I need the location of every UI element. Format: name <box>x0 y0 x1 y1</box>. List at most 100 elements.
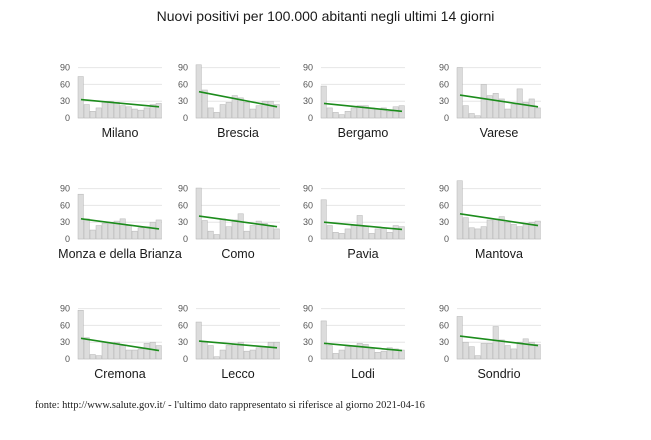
bar <box>231 344 238 360</box>
bar <box>113 102 120 119</box>
bar <box>332 112 339 119</box>
bar <box>516 226 523 240</box>
bar <box>386 232 393 240</box>
bar <box>89 354 96 360</box>
bar <box>338 233 345 240</box>
y-tick-label: 30 <box>60 337 70 347</box>
bar <box>243 102 250 119</box>
bar <box>107 343 114 360</box>
panel-pavia: 0 30 60 90 Pavia <box>303 184 405 261</box>
y-tick-label: 0 <box>183 234 188 244</box>
bar <box>143 107 150 119</box>
panel-label: Lodi <box>351 367 375 381</box>
source-note: fonte: http://www.salute.gov.it/ - l'ult… <box>35 400 425 411</box>
bar <box>101 100 108 119</box>
bar <box>207 345 214 360</box>
y-tick-label: 60 <box>439 320 449 330</box>
bar <box>143 226 150 240</box>
y-tick-label: 30 <box>60 96 70 106</box>
trend-line <box>80 98 160 108</box>
bar <box>462 217 469 240</box>
bar <box>195 187 202 240</box>
bar <box>492 218 499 240</box>
bar <box>332 353 339 360</box>
bar <box>137 109 144 119</box>
bar <box>95 107 102 119</box>
bar <box>155 103 162 119</box>
bar <box>119 105 126 119</box>
bar <box>255 105 262 119</box>
bar <box>273 341 280 360</box>
trend-line <box>459 94 539 108</box>
trend-line <box>80 218 160 230</box>
panel-label: Lecco <box>221 367 254 381</box>
bar <box>344 346 351 360</box>
y-tick-label: 30 <box>439 96 449 106</box>
panel-brescia: 0 30 60 90 Brescia <box>178 63 280 140</box>
bar <box>261 223 268 240</box>
bar <box>255 220 262 240</box>
panel-monza-e-della-brianza: 0 30 60 90 Monza e della Brianza <box>58 184 182 261</box>
bar <box>249 349 256 360</box>
y-tick-label: 0 <box>65 354 70 364</box>
panel-cremona: 0 30 60 90 Cremona <box>60 304 162 381</box>
panel-label: Bergamo <box>338 126 389 140</box>
y-tick-label: 60 <box>60 320 70 330</box>
bar <box>368 348 375 360</box>
chart-title: Nuovi positivi per 100.000 abitanti negl… <box>156 8 495 24</box>
bar <box>362 226 369 240</box>
bar <box>201 341 208 360</box>
bar <box>149 104 156 119</box>
bar <box>480 343 487 360</box>
bar <box>362 105 369 119</box>
y-tick-label: 90 <box>439 184 449 194</box>
trend-line <box>459 335 539 347</box>
bar <box>368 107 375 119</box>
bar <box>77 310 84 360</box>
y-tick-label: 30 <box>439 337 449 347</box>
bar <box>83 218 90 240</box>
panel-label: Pavia <box>347 247 378 261</box>
bar <box>113 341 120 360</box>
bar <box>386 347 393 360</box>
bar <box>356 343 363 360</box>
bar <box>374 108 381 119</box>
bar <box>225 345 232 360</box>
bar <box>95 225 102 240</box>
bar <box>83 104 90 119</box>
y-tick-label: 90 <box>60 63 70 73</box>
panel-label: Monza e della Brianza <box>58 247 182 261</box>
y-tick-label: 0 <box>308 234 313 244</box>
y-tick-label: 60 <box>439 200 449 210</box>
bar <box>137 227 144 240</box>
y-tick-label: 30 <box>60 217 70 227</box>
bar <box>219 218 226 240</box>
trend-line <box>80 337 160 352</box>
bar <box>510 348 517 360</box>
y-tick-label: 60 <box>178 200 188 210</box>
bar <box>350 345 357 360</box>
bar <box>95 355 102 360</box>
panel-varese: 0 30 60 90 Varese <box>439 63 541 140</box>
bar <box>125 225 132 240</box>
panel-sondrio: 0 30 60 90 Sondrio <box>439 304 541 381</box>
bar <box>77 193 84 240</box>
bar <box>398 226 405 240</box>
bar <box>125 106 132 119</box>
bar <box>213 234 220 240</box>
bar <box>474 115 481 119</box>
bar <box>273 104 280 119</box>
bar <box>380 350 387 360</box>
y-tick-label: 0 <box>444 113 449 123</box>
bar <box>392 348 399 360</box>
bar <box>261 100 268 119</box>
bar <box>498 98 505 119</box>
bar <box>504 108 511 119</box>
trend-line <box>323 102 403 113</box>
bar <box>522 102 529 119</box>
y-tick-label: 60 <box>303 320 313 330</box>
bar <box>374 352 381 360</box>
panel-label: Brescia <box>217 126 259 140</box>
bar <box>267 341 274 360</box>
panel-lodi: 0 30 60 90 Lodi <box>303 304 405 381</box>
